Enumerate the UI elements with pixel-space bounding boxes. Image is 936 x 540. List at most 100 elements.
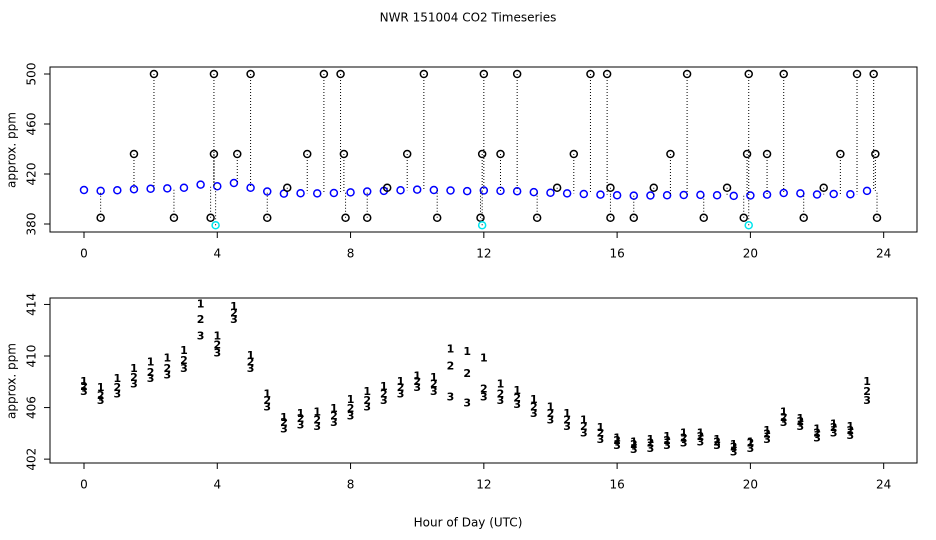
point-marker: 2 — [263, 394, 271, 407]
point — [296, 189, 305, 198]
point — [712, 191, 722, 200]
point-marker: 3 — [730, 446, 738, 459]
point-marker: 2 — [213, 339, 221, 352]
point-marker: 2 — [780, 411, 788, 424]
point-marker: 2 — [430, 377, 438, 390]
point-marker: 2 — [763, 428, 771, 441]
point-marker: 1 — [630, 435, 638, 448]
point — [419, 69, 429, 79]
point — [629, 213, 639, 222]
point-marker: 1 — [163, 352, 171, 365]
y-axis-label: approx. ppm — [5, 343, 19, 419]
point-marker: 1 — [230, 300, 238, 313]
point-marker: 1 — [863, 375, 871, 388]
point-marker: 3 — [447, 390, 455, 403]
point-marker: 3 — [563, 420, 571, 433]
point — [209, 69, 219, 79]
point-marker: 3 — [247, 362, 255, 375]
point — [836, 149, 845, 159]
point — [429, 185, 439, 195]
x-tick-label: 12 — [476, 247, 491, 261]
point-marker: 3 — [297, 419, 305, 432]
point-marker: 1 — [313, 406, 321, 419]
point — [742, 149, 752, 159]
point — [362, 187, 372, 196]
point — [129, 185, 139, 194]
point — [149, 69, 159, 79]
point — [829, 189, 838, 199]
y-tick-label: 500 — [25, 63, 39, 86]
point-marker: 1 — [847, 420, 855, 433]
point-marker: 2 — [80, 380, 88, 393]
point-marker: 3 — [380, 394, 388, 407]
point — [662, 191, 672, 200]
chart-title: NWR 151004 CO2 Timeseries — [380, 11, 557, 25]
point-marker: 2 — [163, 362, 171, 375]
point-marker: 3 — [430, 385, 438, 398]
point-marker: 2 — [747, 437, 755, 450]
point — [679, 190, 689, 200]
point-marker: 2 — [247, 355, 255, 368]
point-marker: 3 — [497, 394, 505, 407]
point-marker: 3 — [763, 433, 771, 446]
point-marker: 2 — [397, 381, 405, 394]
point-marker: 2 — [797, 415, 805, 428]
point-marker: 3 — [547, 413, 555, 426]
point-marker: 3 — [630, 443, 638, 456]
point — [729, 191, 738, 201]
point-marker: 1 — [513, 384, 521, 397]
point-marker: 3 — [830, 426, 838, 439]
point-marker: 1 — [180, 344, 188, 357]
point — [739, 213, 748, 222]
point — [682, 69, 692, 79]
point-marker: 3 — [413, 381, 421, 394]
point — [213, 182, 222, 191]
point — [163, 184, 172, 193]
point — [476, 213, 485, 222]
point — [262, 213, 272, 222]
point-marker: 2 — [380, 388, 388, 401]
point-marker: 2 — [413, 375, 421, 388]
point — [477, 149, 487, 159]
point-marker: 3 — [230, 313, 238, 326]
point — [209, 149, 219, 159]
point-marker: 3 — [847, 429, 855, 442]
point — [179, 183, 189, 192]
point-marker: 1 — [247, 349, 255, 362]
x-tick-label: 20 — [743, 247, 758, 261]
point — [196, 180, 205, 189]
point-marker: 3 — [180, 362, 188, 375]
point-marker: 3 — [130, 377, 138, 390]
point — [206, 213, 215, 222]
point — [96, 186, 105, 196]
point-marker: 2 — [197, 313, 205, 326]
point-marker: 1 — [797, 412, 805, 425]
point-marker: 1 — [297, 407, 305, 420]
point — [799, 213, 808, 222]
point-marker: 2 — [113, 381, 121, 394]
point-marker: 1 — [663, 430, 671, 443]
x-tick-label: 24 — [876, 247, 891, 261]
point-marker: 3 — [713, 439, 721, 452]
point — [362, 213, 372, 222]
point-marker: 3 — [663, 439, 671, 452]
point-marker: 3 — [347, 410, 355, 423]
point — [606, 183, 615, 192]
point-marker: 3 — [397, 388, 405, 401]
x-tick-label: 0 — [80, 478, 88, 492]
point-marker: 1 — [380, 380, 388, 393]
point-marker: 2 — [563, 413, 571, 426]
point-marker: 2 — [630, 438, 638, 451]
x-tick-label: 4 — [213, 478, 221, 492]
point — [612, 191, 622, 200]
point-marker: 1 — [347, 393, 355, 406]
y-tick-label: 410 — [25, 345, 39, 368]
point-marker: 1 — [447, 343, 455, 356]
point-marker: 3 — [513, 398, 521, 411]
point-marker: 2 — [580, 420, 588, 433]
point-marker: 3 — [80, 385, 88, 398]
point — [462, 186, 472, 196]
point — [779, 188, 788, 198]
point-marker: 2 — [497, 388, 505, 401]
point-marker: 1 — [580, 413, 588, 426]
